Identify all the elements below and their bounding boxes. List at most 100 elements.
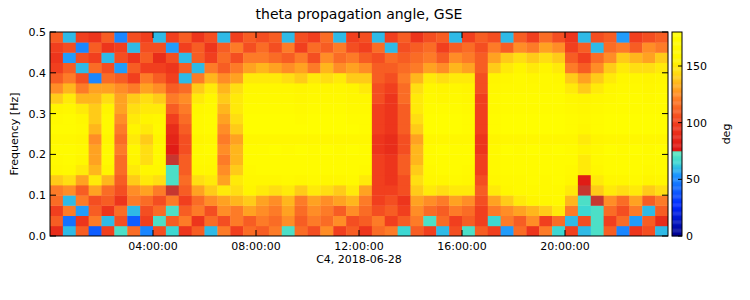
cell <box>449 93 462 104</box>
cell <box>346 195 359 206</box>
cell <box>295 32 308 43</box>
y-tick-label: 0.1 <box>29 189 47 202</box>
cell <box>192 144 205 155</box>
cell <box>604 165 617 176</box>
cell <box>140 73 153 84</box>
cell <box>114 42 127 53</box>
cell <box>423 103 436 114</box>
cell <box>295 42 308 53</box>
cell <box>617 134 630 145</box>
cell <box>192 103 205 114</box>
cell <box>50 195 63 206</box>
cell <box>423 124 436 135</box>
cell <box>578 175 591 186</box>
cell <box>89 185 102 196</box>
cell <box>514 52 527 63</box>
cell <box>166 73 179 84</box>
cell <box>642 63 655 74</box>
cell <box>514 32 527 43</box>
cell <box>63 226 76 236</box>
cell <box>76 63 89 74</box>
cell <box>475 63 488 74</box>
cell <box>217 144 230 155</box>
cell <box>514 205 527 216</box>
cell <box>269 226 282 236</box>
cell <box>114 32 127 43</box>
cell <box>346 175 359 186</box>
cell <box>320 103 333 114</box>
cell <box>102 165 115 176</box>
cell <box>604 144 617 155</box>
cell <box>462 154 475 165</box>
cell <box>153 124 166 135</box>
cell <box>423 114 436 125</box>
cell <box>617 195 630 206</box>
cell <box>488 205 501 216</box>
cell <box>642 83 655 94</box>
cell <box>166 185 179 196</box>
cell <box>89 175 102 186</box>
cell <box>617 103 630 114</box>
cell <box>514 134 527 145</box>
cell <box>76 73 89 84</box>
cell <box>629 52 642 63</box>
cell <box>642 73 655 84</box>
cell <box>539 124 552 135</box>
cell <box>192 165 205 176</box>
cell <box>655 103 668 114</box>
cell <box>256 205 269 216</box>
cell <box>320 185 333 196</box>
cell <box>462 83 475 94</box>
cell <box>308 134 321 145</box>
cell <box>333 103 346 114</box>
cell <box>642 114 655 125</box>
cell <box>63 185 76 196</box>
x-tick-label: 20:00:00 <box>540 240 589 253</box>
cell <box>372 185 385 196</box>
cell <box>423 185 436 196</box>
cell <box>320 124 333 135</box>
cell <box>591 52 604 63</box>
cell <box>76 154 89 165</box>
cell <box>655 124 668 135</box>
cell <box>76 32 89 43</box>
cell <box>63 42 76 53</box>
cell <box>269 175 282 186</box>
cell <box>230 52 243 63</box>
cell <box>320 195 333 206</box>
cell <box>230 195 243 206</box>
x-tick-label: 04:00:00 <box>128 240 177 253</box>
cell <box>295 185 308 196</box>
cell <box>462 226 475 236</box>
cell <box>333 216 346 227</box>
cell <box>217 83 230 94</box>
cell <box>192 226 205 236</box>
cell <box>63 165 76 176</box>
cell <box>140 185 153 196</box>
cell <box>488 154 501 165</box>
cell <box>76 175 89 186</box>
cell <box>398 165 411 176</box>
cell <box>308 73 321 84</box>
cell <box>269 52 282 63</box>
cell <box>243 73 256 84</box>
cell <box>217 63 230 74</box>
y-tick-right <box>662 154 668 155</box>
cell <box>346 42 359 53</box>
cell <box>436 103 449 114</box>
cell <box>256 154 269 165</box>
cell <box>346 154 359 165</box>
cell <box>514 165 527 176</box>
cell <box>462 32 475 43</box>
cell <box>89 216 102 227</box>
cell <box>269 154 282 165</box>
cell <box>179 52 192 63</box>
cell <box>604 195 617 206</box>
cell <box>514 83 527 94</box>
cell <box>114 124 127 135</box>
cell <box>591 103 604 114</box>
cell <box>411 144 424 155</box>
cell <box>398 63 411 74</box>
y-tick-label: 0.4 <box>29 67 47 80</box>
cell <box>346 124 359 135</box>
